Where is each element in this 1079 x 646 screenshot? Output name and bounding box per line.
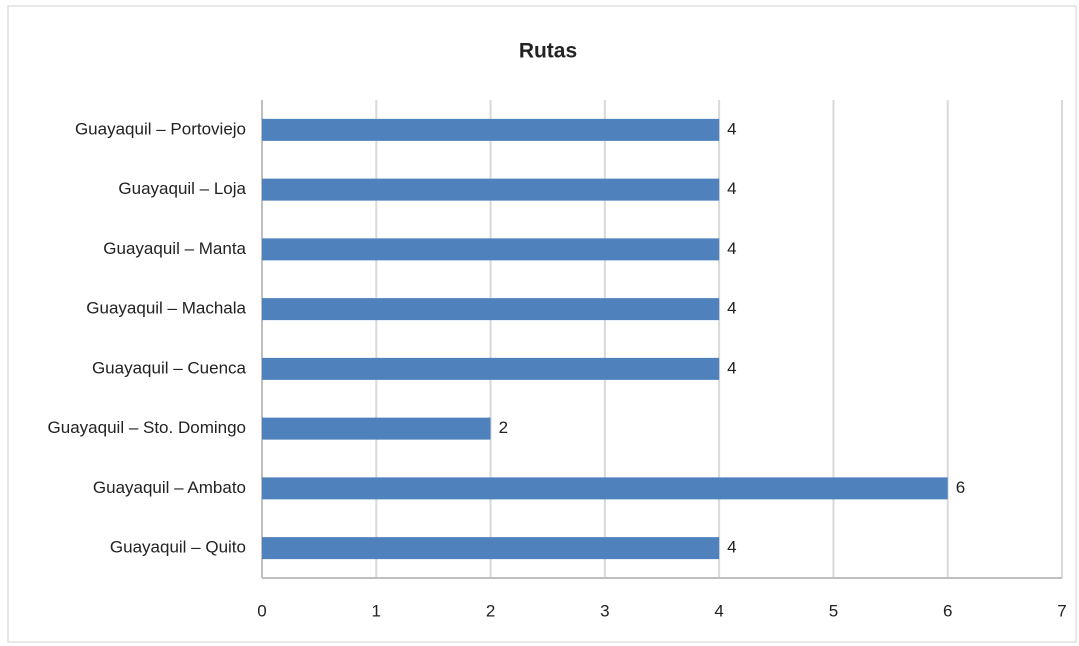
x-tick-label: 3 (600, 601, 609, 620)
x-tick-label: 1 (372, 601, 381, 620)
bar (262, 357, 720, 380)
y-tick-label: Guayaquil – Quito (110, 538, 246, 557)
x-tick-label: 0 (257, 601, 266, 620)
y-tick-label: Guayaquil – Cuenca (92, 358, 247, 377)
y-tick-label: Guayaquil – Portoviejo (75, 119, 246, 138)
data-label: 4 (727, 239, 736, 258)
bar (262, 178, 720, 201)
x-tick-label: 2 (486, 601, 495, 620)
data-label: 4 (727, 358, 736, 377)
bar (262, 298, 720, 321)
y-tick-label: Guayaquil – Ambato (93, 478, 246, 497)
bar (262, 477, 948, 500)
bar (262, 537, 720, 560)
chart-frame (7, 5, 1077, 643)
data-label: 2 (499, 418, 508, 437)
bar (262, 118, 720, 141)
y-tick-label: Guayaquil – Machala (86, 299, 246, 318)
y-tick-label: Guayaquil – Loja (118, 179, 246, 198)
x-tick-label: 6 (943, 601, 952, 620)
bar (262, 238, 720, 261)
data-label: 4 (727, 538, 736, 557)
x-tick-label: 7 (1057, 601, 1066, 620)
bar (262, 417, 491, 440)
data-label: 4 (727, 119, 736, 138)
chart-title: Rutas (519, 40, 577, 63)
x-tick-label: 5 (829, 601, 838, 620)
data-label: 4 (727, 299, 736, 318)
y-tick-label: Guayaquil – Sto. Domingo (48, 418, 246, 437)
data-label: 6 (956, 478, 965, 497)
data-label: 4 (727, 179, 736, 198)
y-tick-label: Guayaquil – Manta (103, 239, 246, 258)
x-tick-label: 4 (714, 601, 723, 620)
